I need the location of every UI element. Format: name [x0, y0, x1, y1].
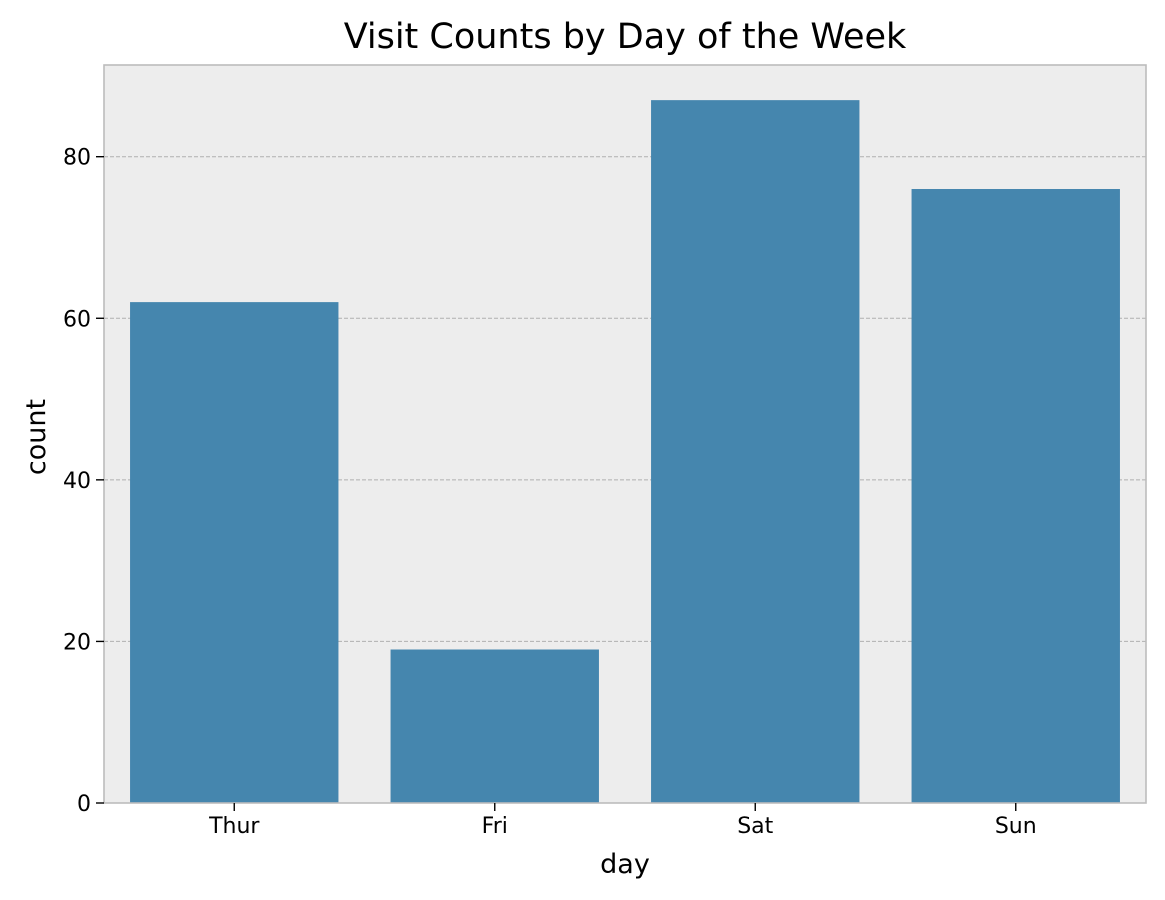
y-tick-label: 20: [63, 630, 91, 655]
bars: [130, 100, 1120, 803]
y-tick-label: 60: [63, 307, 91, 332]
x-axis-ticks: Thur Fri Sat Sun: [208, 803, 1037, 839]
y-tick-label: 80: [63, 146, 91, 171]
plot-frame: [103, 64, 1147, 804]
bar-sat: [651, 100, 860, 803]
x-tick-label: Thur: [208, 814, 260, 839]
x-tick-label: Fri: [482, 814, 508, 839]
y-axis-ticks: 0 20 40 60 80: [63, 146, 104, 817]
bar-fri: [390, 649, 599, 803]
x-axis-label: day: [600, 849, 650, 880]
x-tick-label: Sat: [737, 814, 773, 839]
chart-title: Visit Counts by Day of the Week: [344, 17, 907, 57]
y-tick-label: 40: [63, 469, 91, 494]
bar-sun: [911, 189, 1120, 803]
y-tick-label: 0: [77, 792, 91, 817]
bar-thur: [130, 302, 339, 803]
y-axis-label: count: [21, 399, 52, 475]
x-tick-label: Sun: [995, 814, 1037, 839]
